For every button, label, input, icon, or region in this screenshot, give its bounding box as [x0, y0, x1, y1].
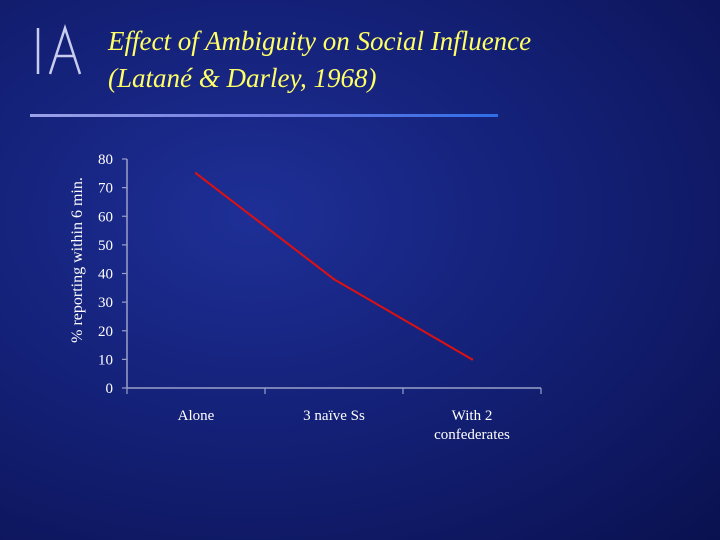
y-tick-label: 70 — [98, 181, 113, 197]
x-tick-label-line: Alone — [178, 408, 215, 424]
series — [194, 172, 474, 361]
y-tick-label: 10 — [98, 352, 113, 368]
x-tick-label: Alone — [178, 408, 215, 424]
data-point — [194, 172, 198, 175]
y-tick-label: 40 — [98, 267, 113, 283]
slide-subtitle: (Latané & Darley, 1968) — [108, 63, 377, 93]
logo-ia — [36, 23, 82, 75]
y-tick-label: 0 — [106, 381, 114, 397]
data-point — [470, 358, 474, 361]
x-tick-label: 3 naïve Ss — [303, 408, 365, 424]
x-tick-label-line: 3 naïve Ss — [303, 408, 365, 424]
y-tick-label: 80 — [98, 152, 113, 168]
y-tick-label: 60 — [98, 209, 113, 225]
x-tick-label-line: With 2 — [452, 408, 493, 424]
series-line — [195, 172, 473, 361]
y-tick-label: 30 — [98, 295, 113, 311]
data-point — [332, 278, 336, 281]
slide-title: Effect of Ambiguity on Social Influence — [108, 26, 532, 56]
x-axis: Alone 3 naïve Ss With 2 confederates — [126, 387, 542, 443]
y-axis-label: % reporting within 6 min. — [69, 177, 86, 343]
y-tick-label: 50 — [98, 238, 113, 254]
y-axis: 0 10 20 30 40 50 60 70 80 — [98, 152, 128, 397]
x-tick-label-line: confederates — [434, 427, 510, 443]
x-tick-label: With 2 confederates — [434, 408, 510, 443]
title-underline — [30, 114, 498, 117]
y-tick-label: 20 — [98, 324, 113, 340]
